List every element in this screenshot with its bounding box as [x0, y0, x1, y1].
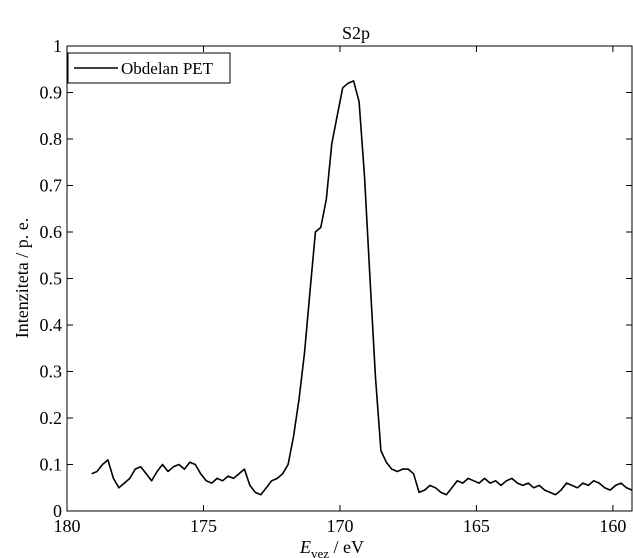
legend: Obdelan PET	[67, 52, 231, 84]
y-tick-label: 0	[53, 501, 62, 521]
y-tick-label: 0.6	[40, 222, 63, 242]
y-ticks: 0 0.1 0.2 0.3 0.4 0.5 0.6 0.7 0.8 0.9 1	[40, 36, 632, 521]
x-tick-label: 160	[599, 516, 626, 536]
y-tick-label: 0.1	[40, 455, 63, 475]
y-tick-label: 0.9	[40, 83, 63, 103]
x-axis-label-subscript: vez	[311, 546, 329, 558]
x-axis-label: Evez / eV	[299, 537, 364, 558]
x-axis-label-unit: / eV	[329, 537, 364, 557]
y-tick-label: 0.7	[40, 176, 63, 196]
y-tick-label: 0.5	[40, 269, 63, 289]
y-tick-label: 0.3	[40, 362, 63, 382]
legend-label: Obdelan PET	[121, 59, 214, 78]
series-line	[91, 80, 633, 496]
x-tick-label: 170	[326, 516, 353, 536]
y-tick-label: 0.2	[40, 408, 63, 428]
x-tick-label: 175	[190, 516, 217, 536]
y-tick-label: 1	[53, 36, 62, 56]
x-ticks: 180 175 170 165 160	[54, 46, 626, 536]
y-tick-label: 0.4	[40, 315, 63, 335]
y-tick-label: 0.8	[40, 129, 63, 149]
x-tick-label: 165	[463, 516, 490, 536]
x-axis-label-symbol: E	[299, 537, 311, 557]
plot-area	[66, 45, 633, 512]
x-tick-label: 180	[54, 516, 81, 536]
y-axis-label: Intenziteta / p. e.	[12, 218, 32, 338]
chart-title: S2p	[342, 23, 370, 43]
series-layer	[91, 80, 633, 496]
